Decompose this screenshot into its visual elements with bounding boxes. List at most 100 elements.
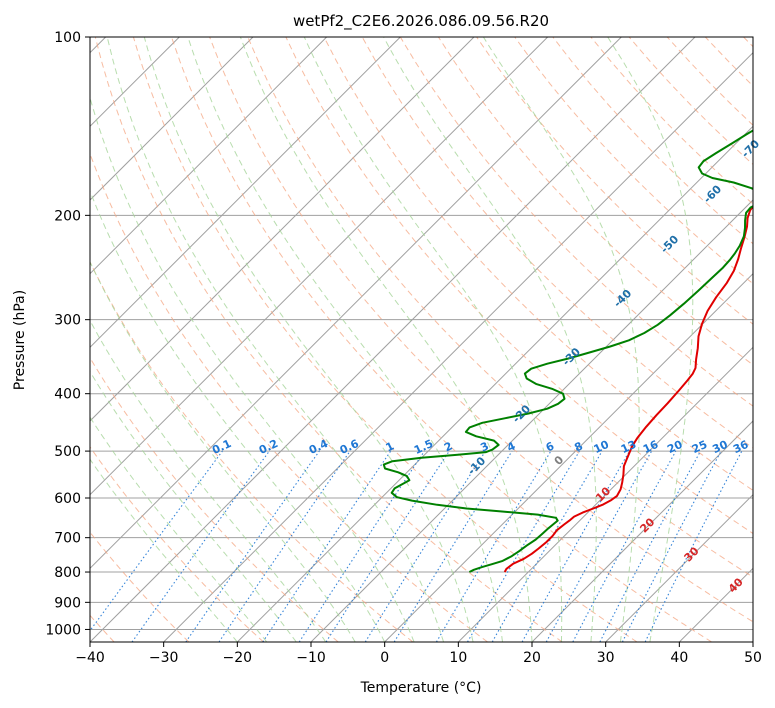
isotherm-line (752, 641, 753, 642)
mixing-ratio-label: 0.6 (338, 437, 361, 457)
moist-adiabat-label: -30 (560, 345, 583, 368)
x-axis: −40 −30 −20 −10 0 10 20 30 40 50 (75, 642, 762, 666)
mixing-ratio-label: 25 (690, 438, 709, 456)
dry-adiabat-line (590, 37, 753, 205)
mixing-ratio-line (90, 450, 223, 632)
dry-adiabat-line (552, 37, 753, 245)
mixing-ratio-label: 4 (505, 439, 518, 454)
moist-adiabat-label: -60 (701, 182, 724, 205)
x-tick-label: 20 (523, 650, 541, 666)
chart-title: wetPf2_C2E6.2026.086.09.56.R20 (293, 12, 549, 31)
mixing-ratio-line (467, 450, 580, 642)
mixing-ratio-label: 1.5 (412, 437, 435, 457)
mixing-ratio-line (364, 450, 486, 642)
moist-adiabat-line (90, 458, 238, 642)
dry-adiabat-line (90, 531, 190, 642)
moist-adiabat-line (90, 96, 415, 642)
y-tick-label: 1000 (45, 622, 81, 638)
mixing-ratio-label: 20 (665, 438, 685, 456)
mixing-ratio-line (572, 450, 677, 642)
mixing-ratio-line (393, 450, 513, 642)
mixing-ratio-label: 0.1 (210, 437, 233, 457)
dewpoint-profile (382, 129, 753, 573)
mixing-ratio-line (599, 450, 701, 642)
y-axis-label: Pressure (hPa) (12, 290, 28, 390)
mixing-ratio-label: 13 (619, 438, 638, 456)
x-tick-label: 30 (597, 650, 615, 666)
dry-adiabat-line (94, 37, 563, 642)
isotherm-line (90, 37, 696, 642)
dry-adiabat-line (90, 260, 414, 642)
x-tick-label: −10 (296, 650, 326, 666)
isotherm-line (457, 346, 753, 642)
moist-adiabat-line (482, 37, 640, 642)
y-tick-label: 900 (54, 595, 81, 611)
mixing-ratio-line (545, 450, 653, 642)
isotherm-line (90, 37, 401, 349)
y-tick-label: 300 (54, 313, 81, 329)
mixing-ratio-label: 2 (442, 439, 454, 454)
x-tick-label: 10 (449, 650, 467, 666)
mixing-ratio-line (298, 450, 425, 642)
isotherm-line (531, 420, 753, 642)
dry-adiabat-line (247, 37, 753, 578)
moist-adiabat-line (90, 319, 327, 642)
plot-frame (89, 36, 754, 643)
y-axis: 100 200 300 400 500 600 700 800 900 1000 (45, 30, 90, 638)
isotherm-line (90, 37, 475, 422)
dry-adiabat-line (323, 37, 753, 491)
mixing-ratio-label: 10 (592, 438, 612, 456)
isotherm-line (90, 37, 328, 275)
mixing-ratio-line (325, 450, 450, 642)
temperature-profile (503, 204, 753, 573)
dry-adiabat-line (476, 37, 753, 325)
moist-adiabat-label: -40 (611, 287, 634, 310)
dry-adiabat-label: 0 (552, 453, 567, 468)
x-tick-label: 40 (670, 650, 688, 666)
moist-adiabat-line (143, 37, 474, 642)
y-tick-label: 400 (54, 387, 81, 403)
moist-adiabat-label: -70 (739, 137, 762, 160)
x-tick-label: −40 (75, 650, 105, 666)
x-tick-label: 50 (744, 650, 762, 666)
mixing-ratio-line (218, 450, 351, 642)
moist-adiabat-line (90, 189, 386, 642)
y-tick-label: 600 (54, 491, 81, 507)
isotherm-line (310, 199, 753, 642)
dry-adiabat-line (285, 37, 753, 535)
isotherm-line (90, 37, 549, 496)
dry-adiabat-line (704, 37, 753, 87)
dry-adiabat-label: 30 (682, 544, 702, 564)
dry-adiabat-line (90, 446, 264, 642)
dry-adiabat-line (171, 37, 712, 642)
mixing-ratio-label: 30 (710, 438, 730, 456)
isotherm-line (90, 37, 622, 570)
moist-adiabat-label: -80 (771, 98, 775, 121)
moist-adiabat-line (106, 37, 445, 642)
dry-adiabat-line (132, 37, 638, 642)
mixing-ratio-line (131, 450, 270, 642)
moist-adiabat-label: -50 (658, 232, 681, 255)
moist-adiabat-line (90, 416, 268, 642)
x-tick-label: 0 (380, 650, 389, 666)
mixing-ratio-label: 16 (641, 438, 661, 456)
dry-adiabat-line (209, 37, 753, 623)
y-tick-label: 200 (54, 208, 81, 224)
dry-adiabat-line (90, 152, 488, 642)
moist-adiabat-line (187, 37, 503, 642)
moist-adiabat-line (303, 37, 563, 642)
x-axis-label: Temperature (°C) (360, 680, 482, 696)
isotherm-line (384, 272, 753, 642)
isotherm-line (163, 51, 753, 642)
y-tick-label: 700 (54, 531, 81, 547)
mixing-ratio-line (521, 450, 630, 642)
dry-adiabat-line (90, 356, 339, 642)
moist-adiabat-line (90, 260, 356, 642)
isotherm-line (90, 37, 254, 201)
dry-adiabat-label: 20 (637, 515, 657, 535)
y-tick-label: 100 (54, 30, 81, 46)
moist-adiabat-label: -10 (465, 454, 488, 477)
plot-area (90, 37, 753, 642)
y-tick-label: 800 (54, 565, 81, 581)
